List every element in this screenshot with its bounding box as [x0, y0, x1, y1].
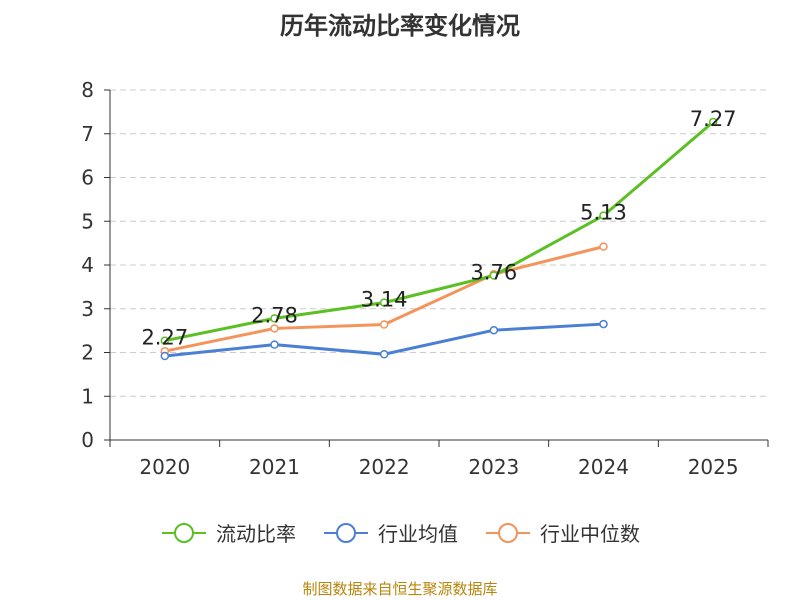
- data-point: [379, 298, 389, 307]
- x-tick-label: 2021: [249, 455, 300, 479]
- legend-label: 流动比率: [216, 522, 296, 546]
- series-layer: [160, 117, 718, 361]
- y-tick-label: 3: [81, 297, 94, 321]
- data-point: [599, 211, 608, 220]
- data-label: 3.14: [361, 288, 408, 312]
- data-point: [270, 324, 279, 333]
- data-point: [599, 319, 608, 329]
- data-point: [270, 340, 279, 349]
- y-tick-label: 8: [81, 78, 94, 102]
- y-tick-label: 1: [81, 384, 94, 408]
- legend-marker-icon: [486, 522, 530, 543]
- x-tick-label: 2022: [359, 455, 410, 479]
- data-label: 2.27: [141, 326, 188, 350]
- legend-marker-icon: [162, 522, 206, 543]
- x-tick-label: 2024: [578, 455, 629, 479]
- y-tick-label: 5: [81, 209, 94, 233]
- data-label: 7.27: [690, 107, 737, 131]
- data-point: [160, 351, 170, 361]
- legend-item-current-ratio[interactable]: 流动比率: [160, 518, 296, 547]
- data-point: [708, 117, 718, 127]
- legend-label: 行业均值: [378, 522, 458, 546]
- data-point: [489, 271, 499, 280]
- chart-title: 历年流动比率变化情况: [280, 12, 520, 40]
- data-label: 3.76: [470, 261, 517, 285]
- data-point: [160, 336, 170, 345]
- axis-layer: 0 1 2 3 4 5 6 7 8 2020 2021 2022 2023 2024 2025: [81, 78, 769, 479]
- data-label: 5.13: [580, 201, 627, 225]
- y-tick-label: 6: [81, 166, 94, 190]
- y-tick-label: 0: [81, 428, 94, 452]
- x-tick-label: 2025: [688, 455, 739, 479]
- data-source-note: 制图数据来自恒生聚源数据库: [302, 580, 498, 598]
- y-tick-label: 2: [81, 341, 94, 365]
- y-tick-label: 4: [81, 253, 94, 277]
- data-point: [270, 314, 279, 323]
- data-point: [379, 320, 389, 329]
- x-tick-label: 2020: [139, 455, 190, 479]
- data-point: [489, 325, 499, 335]
- label-layer: 2.27 2.78 3.14 3.76 5.13 7.27: [141, 107, 736, 350]
- legend-item-industry-mean[interactable]: 行业均值: [322, 518, 458, 547]
- legend: 流动比率 行业均值 行业中位数: [0, 518, 800, 547]
- legend-marker-icon: [324, 522, 368, 543]
- x-tick-label: 2023: [468, 455, 519, 479]
- series-line: [164, 120, 715, 343]
- data-point: [599, 242, 608, 251]
- y-tick-label: 7: [81, 122, 94, 146]
- legend-item-industry-median[interactable]: 行业中位数: [484, 518, 640, 547]
- data-label: 2.78: [251, 303, 298, 327]
- legend-label: 行业中位数: [540, 522, 640, 546]
- data-point: [379, 350, 389, 359]
